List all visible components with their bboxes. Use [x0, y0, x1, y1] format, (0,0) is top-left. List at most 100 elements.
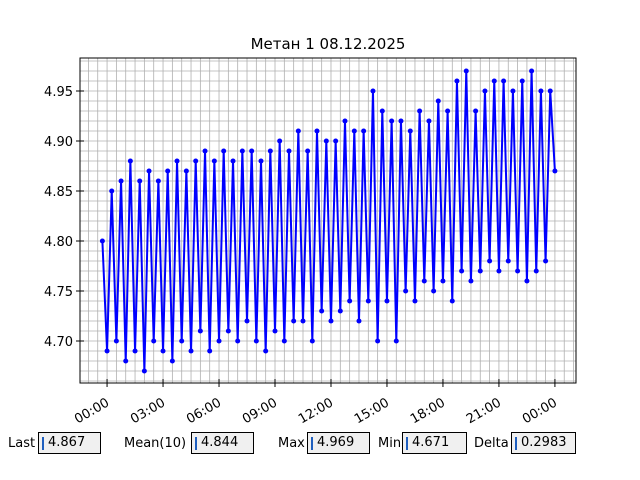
data-point — [141, 368, 147, 374]
data-point — [421, 278, 427, 284]
y-tick-label: 4.70 — [44, 335, 73, 350]
x-tick-label: 03:00 — [128, 395, 168, 425]
stat-label: Min — [378, 436, 402, 451]
data-point — [230, 158, 236, 164]
data-point — [533, 268, 539, 274]
data-point — [137, 178, 143, 184]
data-point — [468, 278, 474, 284]
data-point — [188, 348, 194, 354]
data-point — [314, 128, 320, 134]
stat-field[interactable]: 0.2983 — [511, 432, 576, 454]
data-point — [221, 148, 227, 154]
data-point — [272, 328, 278, 334]
data-point — [179, 338, 185, 344]
data-point — [459, 268, 465, 274]
stat-field[interactable]: 4.671 — [402, 432, 467, 454]
data-point — [225, 328, 231, 334]
data-point — [328, 318, 334, 324]
x-tick-label: 15:00 — [352, 395, 392, 425]
x-tick-label: 18:00 — [408, 395, 448, 425]
data-point — [473, 108, 479, 114]
data-point — [361, 128, 367, 134]
data-point — [202, 148, 208, 154]
data-point — [398, 118, 404, 124]
data-point — [351, 128, 357, 134]
data-point — [356, 318, 362, 324]
y-tick-label: 4.85 — [44, 185, 73, 200]
data-point — [183, 168, 189, 174]
data-point — [309, 338, 315, 344]
data-point — [305, 148, 311, 154]
y-tick-label: 4.80 — [44, 235, 73, 250]
data-point — [435, 98, 441, 104]
stat-label: Delta — [474, 436, 509, 451]
data-point — [543, 258, 549, 264]
data-point — [104, 348, 110, 354]
data-point — [501, 78, 507, 84]
stat-field[interactable]: 4.844 — [191, 432, 254, 454]
data-point — [491, 78, 497, 84]
data-point — [295, 128, 301, 134]
data-point — [127, 158, 133, 164]
data-point — [239, 148, 245, 154]
data-point — [123, 358, 129, 364]
chart-title: Метан 1 08.12.2025 — [251, 35, 406, 53]
data-point — [417, 108, 423, 114]
data-point — [109, 188, 115, 194]
data-point — [337, 308, 343, 314]
data-point — [505, 258, 511, 264]
data-point — [445, 108, 451, 114]
data-point — [538, 88, 544, 94]
data-point — [412, 298, 418, 304]
stat-field[interactable]: 4.867 — [38, 432, 101, 454]
data-point — [389, 118, 395, 124]
data-point — [519, 78, 525, 84]
data-point — [449, 298, 455, 304]
x-tick-label: 21:00 — [464, 395, 504, 425]
data-point — [319, 308, 325, 314]
data-point — [113, 338, 119, 344]
data-point — [323, 138, 329, 144]
data-point — [118, 178, 124, 184]
data-point — [379, 108, 385, 114]
data-point — [193, 158, 199, 164]
data-point — [291, 318, 297, 324]
x-tick-label: 06:00 — [184, 395, 224, 425]
data-point — [515, 268, 521, 274]
data-point — [258, 158, 264, 164]
data-point — [132, 348, 138, 354]
data-point — [165, 168, 171, 174]
data-point — [244, 318, 250, 324]
stat-label: Max — [278, 436, 305, 451]
data-point — [207, 348, 213, 354]
x-tick-label: 12:00 — [296, 395, 336, 425]
stat-label: Last — [8, 436, 36, 451]
stat-field[interactable]: 4.969 — [307, 432, 370, 454]
data-point — [263, 348, 269, 354]
plot-frame — [79, 57, 577, 384]
data-point — [281, 338, 287, 344]
data-point — [393, 338, 399, 344]
data-point — [552, 168, 558, 174]
data-point — [431, 288, 437, 294]
data-point — [146, 168, 152, 174]
data-point — [342, 118, 348, 124]
data-point — [384, 298, 390, 304]
x-tick-label: 00:00 — [520, 395, 560, 425]
data-point — [365, 298, 371, 304]
data-point — [253, 338, 259, 344]
data-point — [155, 178, 161, 184]
y-tick-label: 4.90 — [44, 135, 73, 150]
data-point — [249, 148, 255, 154]
data-point — [160, 348, 166, 354]
data-point — [407, 128, 413, 134]
data-point — [426, 118, 432, 124]
data-point — [463, 68, 469, 74]
data-point — [496, 268, 502, 274]
data-point — [440, 278, 446, 284]
data-point — [267, 148, 273, 154]
data-point — [370, 88, 376, 94]
data-point — [454, 78, 460, 84]
chart: Метан 1 08.12.2025 4.70 4.75 4.80 4.85 4.90 4… — [44, 35, 577, 425]
data-point — [174, 158, 180, 164]
